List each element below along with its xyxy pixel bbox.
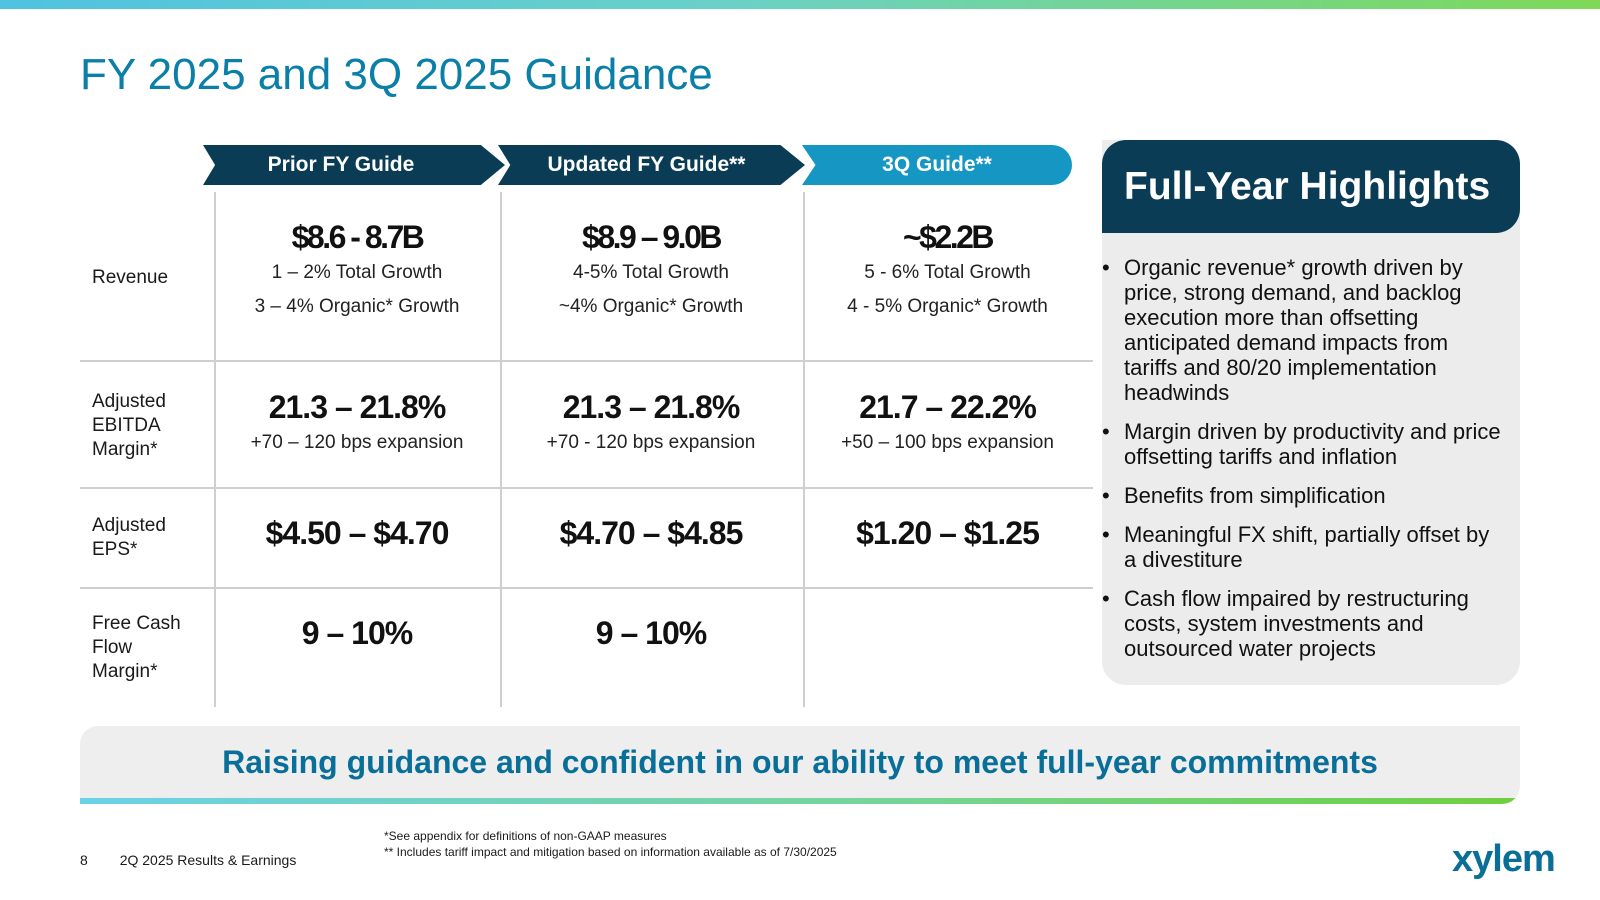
highlight-item: • Organic revenue* growth driven by price… xyxy=(1102,255,1507,405)
footnote-tariff: ** Includes tariff impact and mitigation… xyxy=(384,845,837,859)
row-label-fcf: Free Cash Flow Margin* xyxy=(92,612,181,684)
highlight-text: Organic revenue* growth driven by price,… xyxy=(1124,255,1463,405)
banner-accent-line xyxy=(80,798,1520,804)
eps-updated-cell: $4.70 – $4.85 xyxy=(502,514,800,552)
revenue-3q-organic-growth: 4 - 5% Organic* Growth xyxy=(847,296,1048,317)
revenue-updated-total-growth: 4-5% Total Growth xyxy=(573,262,729,283)
column-header-prior-fy: Prior FY Guide xyxy=(203,145,505,185)
highlight-item: • Meaningful FX shift, partially offset b… xyxy=(1102,522,1507,572)
highlight-text: Benefits from simplification xyxy=(1124,483,1386,508)
revenue-3q-value: ~$2.2B xyxy=(902,219,995,255)
revenue-prior-total-growth: 1 – 2% Total Growth xyxy=(271,262,443,283)
row-label-text: Revenue xyxy=(92,267,169,288)
ebitda-prior-expansion: +70 – 120 bps expansion xyxy=(250,432,464,453)
row-label-line: Margin* xyxy=(92,439,158,460)
footnotes: *See appendix for definitions of non-GAA… xyxy=(384,828,837,860)
table-divider-horizontal xyxy=(80,587,1093,589)
row-label-revenue: Revenue xyxy=(92,266,168,290)
row-label-line: Flow xyxy=(92,637,133,658)
ebitda-updated-cell: 21.3 – 21.8% +70 - 120 bps expansion xyxy=(502,388,800,460)
commitment-banner: Raising guidance and confident in our ab… xyxy=(80,726,1520,804)
bullet-icon: • xyxy=(1102,419,1110,444)
deck-title: 2Q 2025 Results & Earnings xyxy=(119,852,297,868)
highlights-list: • Organic revenue* growth driven by price… xyxy=(1102,255,1507,675)
row-label-line: EBITDA xyxy=(92,415,161,436)
fcf-updated-cell: 9 – 10% xyxy=(502,614,800,652)
page-number: 8 xyxy=(80,852,88,868)
fcf-prior-value: 9 – 10% xyxy=(301,615,413,651)
revenue-3q-total-growth: 5 - 6% Total Growth xyxy=(864,262,1031,283)
revenue-updated-organic-growth: ~4% Organic* Growth xyxy=(558,296,744,317)
revenue-prior-cell: $8.6 - 8.7B 1 – 2% Total Growth 3 – 4% O… xyxy=(214,218,500,324)
bullet-icon: • xyxy=(1102,522,1110,547)
ebitda-updated-value: 21.3 – 21.8% xyxy=(562,389,741,425)
ebitda-3q-expansion: +50 – 100 bps expansion xyxy=(841,432,1054,453)
page-title: FY 2025 and 3Q 2025 Guidance xyxy=(80,50,713,99)
table-divider-horizontal xyxy=(80,487,1093,489)
eps-prior-value: $4.50 – $4.70 xyxy=(265,515,450,551)
highlight-text: Meaningful FX shift, partially offset by… xyxy=(1124,522,1490,572)
row-label-line: Adjusted xyxy=(92,391,166,412)
row-label-eps: Adjusted EPS* xyxy=(92,514,166,562)
eps-prior-cell: $4.50 – $4.70 xyxy=(214,514,500,552)
table-divider-horizontal xyxy=(80,360,1093,362)
row-label-ebitda: Adjusted EBITDA Margin* xyxy=(92,390,166,462)
highlights-title: Full-Year Highlights xyxy=(1102,140,1520,233)
table-divider-vertical xyxy=(803,192,805,707)
banner-text: Raising guidance and confident in our ab… xyxy=(222,743,1378,780)
ebitda-updated-expansion: +70 - 120 bps expansion xyxy=(546,432,756,453)
eps-updated-value: $4.70 – $4.85 xyxy=(559,515,744,551)
bullet-icon: • xyxy=(1102,255,1110,280)
row-label-line: EPS* xyxy=(92,539,138,560)
column-header-3q: 3Q Guide** xyxy=(802,145,1072,185)
eps-3q-value: $1.20 – $1.25 xyxy=(856,515,1040,551)
ebitda-3q-value: 21.7 – 22.2% xyxy=(859,389,1037,425)
table-divider-vertical xyxy=(214,192,216,707)
revenue-3q-cell: ~$2.2B 5 - 6% Total Growth 4 - 5% Organi… xyxy=(805,218,1090,324)
table-divider-vertical xyxy=(500,192,502,707)
row-label-line: Margin* xyxy=(92,661,158,682)
highlight-item: • Cash flow impaired by restructuring cos… xyxy=(1102,586,1507,661)
revenue-updated-cell: $8.9 – 9.0B 4-5% Total Growth ~4% Organi… xyxy=(502,218,800,324)
highlight-item: • Benefits from simplification xyxy=(1102,483,1507,508)
bullet-icon: • xyxy=(1102,483,1110,508)
revenue-prior-value: $8.6 - 8.7B xyxy=(291,219,425,255)
highlight-item: • Margin driven by productivity and price… xyxy=(1102,419,1507,469)
top-accent-bar xyxy=(0,0,1600,9)
ebitda-3q-cell: 21.7 – 22.2% +50 – 100 bps expansion xyxy=(805,388,1090,460)
fcf-prior-cell: 9 – 10% xyxy=(214,614,500,652)
column-header-updated-fy: Updated FY Guide** xyxy=(498,145,805,185)
fcf-updated-value: 9 – 10% xyxy=(595,615,707,651)
highlight-text: Cash flow impaired by restructuring cost… xyxy=(1124,586,1469,661)
highlight-text: Margin driven by productivity and price … xyxy=(1124,419,1501,469)
revenue-updated-value: $8.9 – 9.0B xyxy=(582,219,722,255)
ebitda-prior-cell: 21.3 – 21.8% +70 – 120 bps expansion xyxy=(214,388,500,460)
bullet-icon: • xyxy=(1102,586,1110,611)
xylem-logo: xylem xyxy=(1452,838,1556,880)
revenue-prior-organic-growth: 3 – 4% Organic* Growth xyxy=(254,296,460,317)
eps-3q-cell: $1.20 – $1.25 xyxy=(805,514,1090,552)
ebitda-prior-value: 21.3 – 21.8% xyxy=(268,389,447,425)
footer: 8 2Q 2025 Results & Earnings xyxy=(80,852,296,868)
row-label-line: Free Cash xyxy=(92,613,181,634)
footnote-non-gaap: *See appendix for definitions of non-GAA… xyxy=(384,829,667,843)
row-label-line: Adjusted xyxy=(92,515,166,536)
